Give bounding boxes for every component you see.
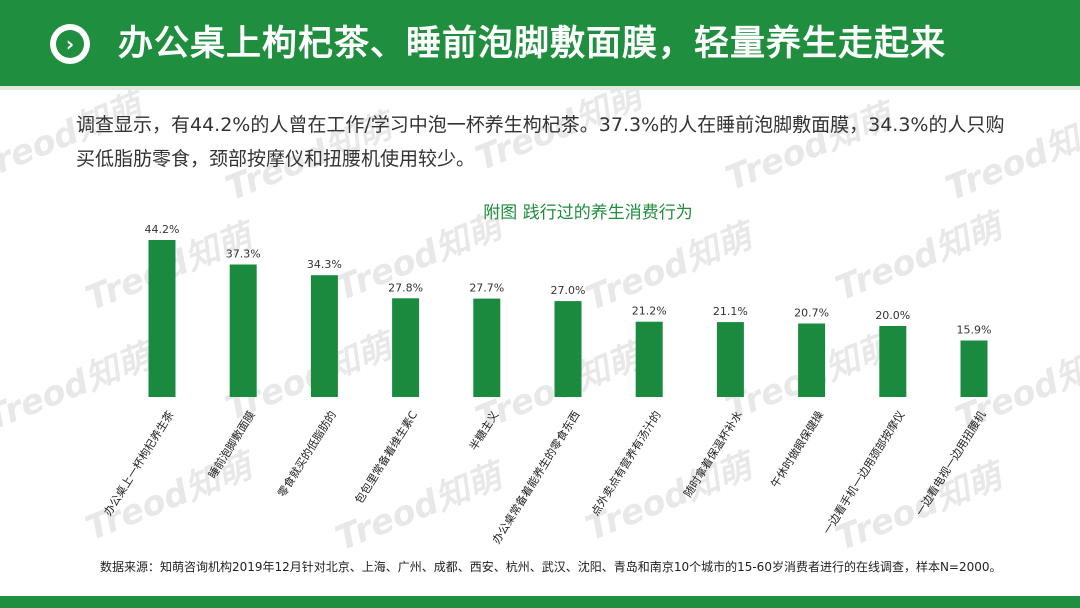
bar bbox=[392, 298, 420, 397]
bar bbox=[798, 323, 826, 397]
bar bbox=[148, 240, 176, 397]
chart-title: 附图 践行过的养生消费行为 bbox=[483, 203, 692, 223]
data-label: 27.7% bbox=[469, 282, 504, 295]
data-label: 44.2% bbox=[145, 223, 180, 236]
summary-text: 调查显示，有44.2%的人曾在工作/学习中泡一杯养生枸杞茶。37.3%的人在睡前… bbox=[76, 114, 1005, 170]
category-label: 包包里常备着维生素C bbox=[352, 408, 421, 506]
bar bbox=[554, 301, 582, 397]
bar bbox=[960, 340, 988, 397]
data-label: 20.0% bbox=[875, 309, 910, 322]
category-label: 一边看电视一边用扭腰机 bbox=[913, 408, 989, 518]
category-label: 零食就买的低脂肪的 bbox=[275, 408, 339, 499]
chevron-badge: › bbox=[50, 24, 90, 64]
data-label: 21.2% bbox=[632, 305, 667, 318]
bar bbox=[229, 264, 257, 397]
page-title: 办公桌上枸杞茶、睡前泡脚敷面膜，轻量养生走起来 bbox=[118, 24, 947, 64]
data-label: 34.3% bbox=[307, 258, 342, 271]
header-bar bbox=[0, 0, 1080, 86]
data-label: 27.0% bbox=[551, 284, 586, 297]
data-label: 15.9% bbox=[957, 324, 992, 337]
bar bbox=[635, 321, 663, 397]
data-label: 27.8% bbox=[388, 281, 423, 294]
category-label: 随时拿着保温杯补水 bbox=[681, 408, 745, 499]
category-label: 办公桌常备着能养生的零食东西 bbox=[489, 408, 582, 546]
data-source-note: 数据来源：知萌咨询机构2019年12月针对北京、上海、广州、成都、西安、杭州、武… bbox=[100, 560, 1002, 574]
category-label: 午休时做眼保健操 bbox=[768, 408, 827, 490]
category-label: 睡前泡脚敷面膜 bbox=[205, 408, 258, 481]
bar bbox=[716, 322, 744, 397]
category-label: 半糖主义 bbox=[466, 408, 501, 453]
category-label: 办公桌上一杯枸杞养生茶 bbox=[101, 408, 177, 518]
data-label: 37.3% bbox=[226, 248, 261, 261]
footer-bar bbox=[0, 596, 1080, 608]
bar bbox=[310, 275, 338, 397]
category-label: 一边看手机一边用颈部按摩仪 bbox=[820, 408, 908, 537]
bars-group: 44.2% 办公桌上一杯枸杞养生茶 37.3% 睡前泡脚敷面膜 34.3% 零食就买的低脂… bbox=[101, 223, 992, 546]
chevron-right-icon: › bbox=[56, 30, 84, 58]
bar bbox=[473, 298, 501, 397]
header-divider bbox=[0, 86, 1080, 90]
bar bbox=[879, 326, 907, 397]
data-label: 21.1% bbox=[713, 305, 748, 318]
bar-chart: 附图 践行过的养生消费行为 44.2% 办公桌上一杯枸杞养生茶 37.3% 睡前泡脚敷… bbox=[101, 203, 992, 546]
data-label: 20.7% bbox=[794, 307, 829, 320]
category-label: 点外卖点有营养有汤汁的 bbox=[588, 408, 664, 518]
